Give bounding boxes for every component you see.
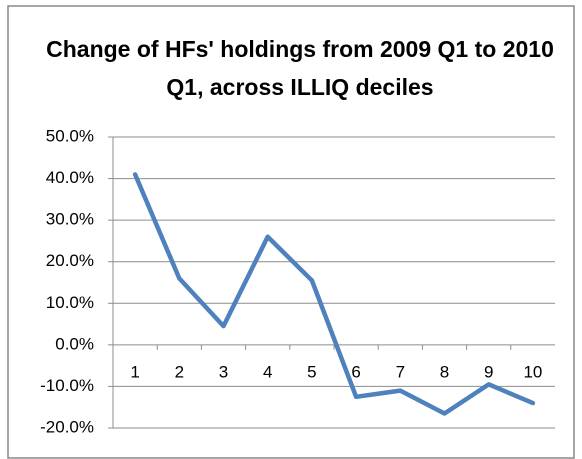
- y-tick-label: 30.0%: [46, 210, 94, 229]
- x-tick-label: 6: [351, 362, 360, 381]
- x-tick-label: 4: [263, 362, 272, 381]
- y-tick-label: 0.0%: [55, 334, 94, 353]
- x-tick-label: 8: [440, 362, 449, 381]
- y-tick-label: 50.0%: [46, 126, 94, 145]
- y-tick-label: 10.0%: [46, 293, 94, 312]
- chart-title: Change of HFs' holdings from 2009 Q1 to …: [46, 36, 554, 100]
- x-tick-label: 5: [307, 362, 316, 381]
- x-tick-label: 3: [219, 362, 228, 381]
- x-tick-label: 9: [484, 362, 493, 381]
- chart-frame: [7, 5, 575, 459]
- x-tick-label: 1: [130, 362, 139, 381]
- series-line: [132, 172, 536, 416]
- y-tick-label: 20.0%: [46, 251, 94, 270]
- y-tick-label: -20.0%: [40, 417, 94, 436]
- x-tick-label: 2: [175, 362, 184, 381]
- x-tick-label: 7: [396, 362, 405, 381]
- y-tick-label: 40.0%: [46, 168, 94, 187]
- title-box: Change of HFs' holdings from 2009 Q1 to …: [46, 36, 554, 100]
- x-tick-label: 10: [523, 362, 542, 381]
- y-tick-label: -10.0%: [40, 376, 94, 395]
